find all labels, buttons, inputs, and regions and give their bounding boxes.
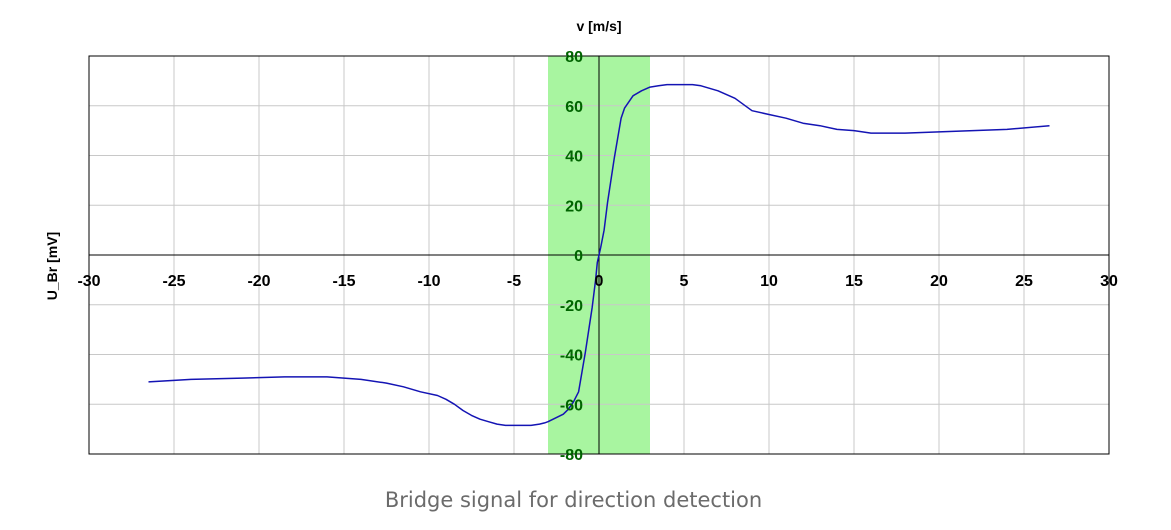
plot-frame: [88, 55, 1110, 455]
figure-caption: Bridge signal for direction detection: [384, 488, 763, 512]
x-tick-label: -25: [162, 273, 185, 290]
x-tick-label: -5: [507, 273, 521, 290]
y-tick-label: -40: [560, 348, 583, 365]
y-tick-label: -80: [560, 447, 583, 464]
x-tick-label: 20: [930, 273, 948, 290]
x-tick-label: -15: [332, 273, 355, 290]
y-tick-label: 80: [565, 49, 583, 66]
x-tick-label: 10: [760, 273, 778, 290]
x-tick-label: -20: [247, 273, 270, 290]
x-tick-label: 5: [680, 273, 689, 290]
series-line: [148, 83, 1050, 427]
chart: -30 -25 -20 -15 -10 -5 0 5 10 15 20 25 30 80 60 40 20 0 -2…: [44, 18, 1118, 464]
y-tick-label: 20: [565, 198, 583, 215]
y-axis-title: U_Br [mV]: [44, 232, 60, 300]
x-tick-label: -30: [77, 273, 100, 290]
x-tick-label: 0: [595, 273, 604, 290]
x-tick-label: 25: [1015, 273, 1033, 290]
y-tick-label: -60: [560, 397, 583, 414]
y-tick-label: 40: [565, 149, 583, 166]
x-tick-label: 30: [1100, 273, 1118, 290]
y-tick-label: -20: [560, 298, 583, 315]
x-axis-title: v [m/s]: [576, 18, 621, 34]
y-tick-label: 0: [574, 248, 583, 265]
tick-labels: -30 -25 -20 -15 -10 -5 0 5 10 15 20 25 30 80 60 40 20 0 -2…: [77, 49, 1118, 464]
x-tick-label: -10: [417, 273, 440, 290]
y-tick-label: 60: [565, 99, 583, 116]
x-tick-label: 15: [845, 273, 863, 290]
series-group: [148, 83, 1050, 427]
